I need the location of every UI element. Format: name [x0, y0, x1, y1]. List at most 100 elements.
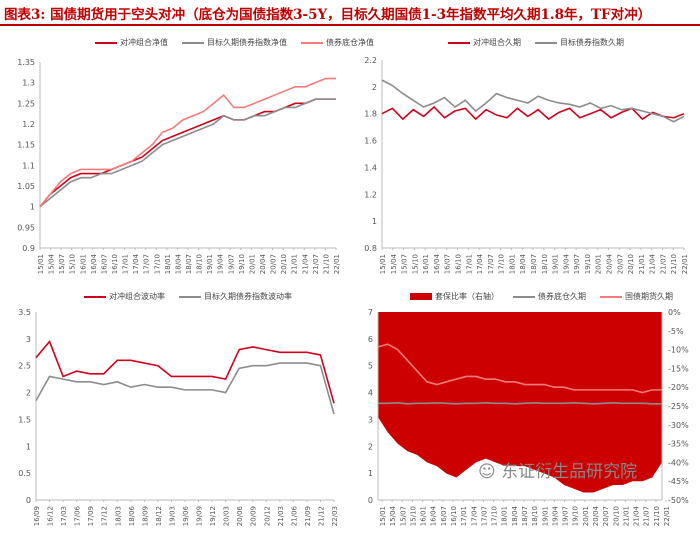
x-tick-label: 18/10	[196, 254, 204, 274]
x-tick-label: 20/04	[606, 253, 614, 274]
legend-label: 对冲组合净值	[120, 38, 168, 47]
y-tick-label: 2.2	[364, 56, 377, 65]
x-tick-label: 15/01	[37, 254, 45, 274]
y-tick-label: 3.5	[18, 308, 31, 317]
x-tick-label: 16/10	[450, 506, 458, 526]
legend-item: 目标久期债券指数净值	[182, 37, 287, 48]
y-tick-label: 1.15	[17, 141, 35, 150]
y2-tick-label: -10%	[668, 346, 689, 355]
x-tick-label: 21/04	[301, 253, 309, 274]
y-tick-label: 0.8	[364, 244, 377, 253]
y-tick-label: 7	[368, 308, 373, 317]
x-tick-label: 18/06	[128, 505, 136, 526]
x-tick-label: 15/01	[379, 254, 387, 274]
figure-title: 图表3: 国债期货用于空头对冲（底仓为国债指数3-5Y，目标久期国债1-3年指数…	[4, 7, 652, 23]
x-tick-label: 16/07	[100, 254, 108, 274]
y2-tick-label: -45%	[668, 477, 689, 486]
x-tick-label: 21/10	[670, 254, 678, 274]
x-tick-label: 17/07	[487, 254, 495, 274]
y2-tick-label: -20%	[668, 383, 689, 392]
x-tick-label: 18/12	[155, 506, 163, 526]
x-tick-label: 18/07	[521, 506, 529, 526]
wechat-logo-icon: ☺	[478, 462, 496, 482]
x-tick-label: 22/01	[333, 254, 341, 274]
x-tick-label: 21/07	[659, 254, 667, 274]
x-tick-label: 18/04	[511, 505, 519, 526]
x-tick-label: 17/06	[74, 505, 82, 526]
x-tick-label: 16/10	[455, 254, 463, 274]
legend-label: 国债期货久期	[625, 292, 673, 301]
x-tick-label: 15/01	[379, 506, 387, 526]
x-tick-label: 18/07	[185, 254, 193, 274]
legend-swatch	[301, 41, 323, 44]
y-tick-label: 5	[368, 362, 373, 371]
y-tick-label: 1	[372, 217, 377, 226]
x-tick-label: 19/03	[168, 506, 176, 526]
y-tick-label: 0	[368, 496, 373, 505]
legend-item: 套保比率（右轴）	[410, 291, 499, 302]
y2-tick-label: -50%	[668, 496, 689, 505]
x-tick-label: 18/04	[519, 253, 527, 274]
x-tick-label: 17/04	[470, 505, 478, 526]
x-tick-label: 21/10	[653, 506, 661, 526]
y-tick-label: 1.05	[17, 182, 35, 191]
series-line-1	[39, 98, 336, 208]
legend-swatch	[535, 41, 557, 44]
x-tick-label: 19/10	[572, 506, 580, 526]
x-tick-label: 21/03	[277, 506, 285, 526]
legend-label: 目标债券指数久期	[560, 38, 624, 47]
y-tick-label: 1	[368, 469, 373, 478]
legend-label: 目标久期债券指数净值	[207, 38, 287, 47]
series-line-1	[35, 339, 335, 404]
x-tick-label: 19/07	[227, 254, 235, 274]
y-tick-label: 2	[372, 83, 377, 92]
y2-tick-label: -35%	[668, 440, 689, 449]
x-tick-label: 20/04	[259, 253, 267, 274]
legend-label: 债券底仓净值	[326, 38, 374, 47]
legend-item: 国债期货久期	[600, 291, 673, 302]
x-tick-label: 17/10	[491, 506, 499, 526]
x-tick-label: 18/10	[541, 254, 549, 274]
x-tick-label: 21/04	[649, 253, 657, 274]
y-tick-label: 1.35	[17, 58, 35, 67]
x-tick-label: 15/04	[390, 253, 398, 274]
x-tick-label: 16/04	[433, 253, 441, 274]
y-tick-label: 1.25	[17, 99, 35, 108]
x-tick-label: 18/01	[501, 506, 509, 526]
x-tick-label: 16/01	[420, 506, 428, 526]
legend-item: 对冲组合久期	[448, 37, 521, 48]
x-tick-label: 16/01	[422, 254, 430, 274]
chart-4: -50% -45% -40% -35% -30% -25% -20% -15% -10% -5% 0…	[368, 308, 689, 526]
y-tick-label: 1.2	[364, 190, 377, 199]
series-line-2	[381, 79, 685, 123]
y-tick-label: 1.1	[22, 161, 35, 170]
x-tick-label: 18/07	[530, 254, 538, 274]
x-tick-label: 19/06	[182, 505, 190, 526]
x-tick-label: 21/12	[317, 506, 325, 526]
legend-swatch	[448, 41, 470, 44]
y-tick-label: 3	[368, 415, 373, 424]
title-divider	[0, 24, 700, 26]
legend-label: 对冲组合久期	[473, 38, 521, 47]
x-tick-label: 21/10	[322, 254, 330, 274]
y-tick-label: 2	[26, 389, 31, 398]
x-tick-label: 17/09	[87, 506, 95, 526]
x-tick-label: 15/07	[401, 254, 409, 274]
x-tick-label: 20/01	[248, 254, 256, 274]
x-tick-label: 20/12	[263, 506, 271, 526]
x-tick-label: 16/07	[444, 254, 452, 274]
y2-tick-label: -25%	[668, 402, 689, 411]
x-tick-label: 16/07	[440, 506, 448, 526]
watermark: ☺ 东证衍生品研究院	[478, 462, 637, 482]
legend-chart-3: 对冲组合波动率 目标久期债券指数波动率	[84, 291, 292, 302]
x-tick-label: 18/04	[174, 253, 182, 274]
chart-3: 0 0.5 1 1.5 2 2.5 3 3.5 16/09 16/12 17/03 17/06 17/0…	[18, 308, 339, 526]
x-tick-label: 19/01	[206, 254, 214, 274]
x-tick-label: 16/10	[111, 254, 119, 274]
x-tick-label: 18/10	[531, 506, 539, 526]
legend-swatch	[84, 295, 106, 298]
legend-item: 对冲组合净值	[95, 37, 168, 48]
x-tick-label: 20/01	[595, 254, 603, 274]
